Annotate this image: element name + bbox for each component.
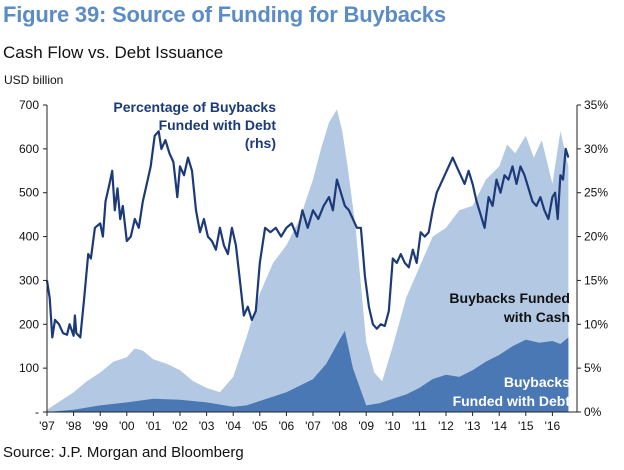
series-area-debt [47, 330, 569, 412]
figure-subtitle: Cash Flow vs. Debt Issuance [3, 43, 224, 62]
x-tick-label: '12 [438, 419, 454, 433]
line-layer [45, 130, 570, 339]
series-area-cash [47, 109, 569, 413]
y-tick-label: 400 [19, 230, 39, 244]
annotation-debt-label: Buybacks [504, 374, 570, 390]
x-tick-label: '02 [172, 419, 188, 433]
area-layer [47, 109, 569, 413]
y2-tick-label: 0% [584, 405, 602, 419]
figure-title: Figure 39: Source of Funding for Buyback… [3, 2, 446, 27]
x-tick-label: '07 [305, 419, 321, 433]
y2-tick-label: 15% [584, 273, 608, 287]
y2-tick-label: 10% [584, 317, 608, 331]
x-tick-label: '14 [491, 419, 507, 433]
x-tick-label: '00 [119, 419, 135, 433]
chart-svg: - 100 200 300 400 500 600 700 0% 5% 10% 15% 20% 25% 30… [19, 98, 608, 433]
y-tick-label: 100 [19, 361, 39, 375]
y2-tick-label: 25% [584, 186, 608, 200]
x-tick-label: '04 [225, 419, 241, 433]
y-tick-label: - [35, 405, 39, 419]
source-note: Source: J.P. Morgan and Bloomberg [3, 444, 244, 461]
annotation-cash-label: Buybacks Funded [449, 290, 570, 306]
series-line-debt-percentage [45, 130, 570, 339]
annotation-debt-label: Funded with Debt [453, 393, 571, 409]
annotation-cash-label: with Cash [503, 309, 570, 325]
y-tick-label: 500 [19, 186, 39, 200]
y-tick-label: 600 [19, 142, 39, 156]
x-tick-label: '08 [332, 419, 348, 433]
x-tick-label: '05 [252, 419, 268, 433]
x-tick-label: '01 [146, 419, 162, 433]
x-tick-label: '16 [545, 419, 561, 433]
y2-tick-label: 5% [584, 361, 602, 375]
y2-tick-label: 35% [584, 98, 608, 112]
annotation-line-label: (rhs) [245, 135, 276, 151]
x-tick-label: '13 [465, 419, 481, 433]
x-tick-label: '10 [385, 419, 401, 433]
x-tick-label: '03 [199, 419, 215, 433]
x-tick-label: '15 [518, 419, 534, 433]
y2-tick-label: 20% [584, 230, 608, 244]
y-tick-label: 700 [19, 98, 39, 112]
y2-tick-label: 30% [584, 142, 608, 156]
x-tick-label: '99 [92, 419, 108, 433]
x-tick-label: '11 [412, 419, 427, 433]
y-axis-unit-label: USD billion [4, 73, 64, 87]
x-tick-label: '06 [279, 419, 295, 433]
axes-layer: - 100 200 300 400 500 600 700 0% 5% 10% 15% 20% 25% 30… [19, 98, 608, 433]
x-tick-label: '09 [358, 419, 374, 433]
y-tick-label: 300 [19, 273, 39, 287]
y-tick-label: 200 [19, 317, 39, 331]
x-tick-label: '98 [66, 419, 82, 433]
annotation-line-label: Percentage of Buybacks [113, 99, 276, 115]
annotation-line-label: Funded with Debt [159, 117, 277, 133]
annotation-layer: Percentage of Buybacks Funded with Debt (r… [113, 99, 570, 409]
x-tick-label: '97 [39, 419, 55, 433]
